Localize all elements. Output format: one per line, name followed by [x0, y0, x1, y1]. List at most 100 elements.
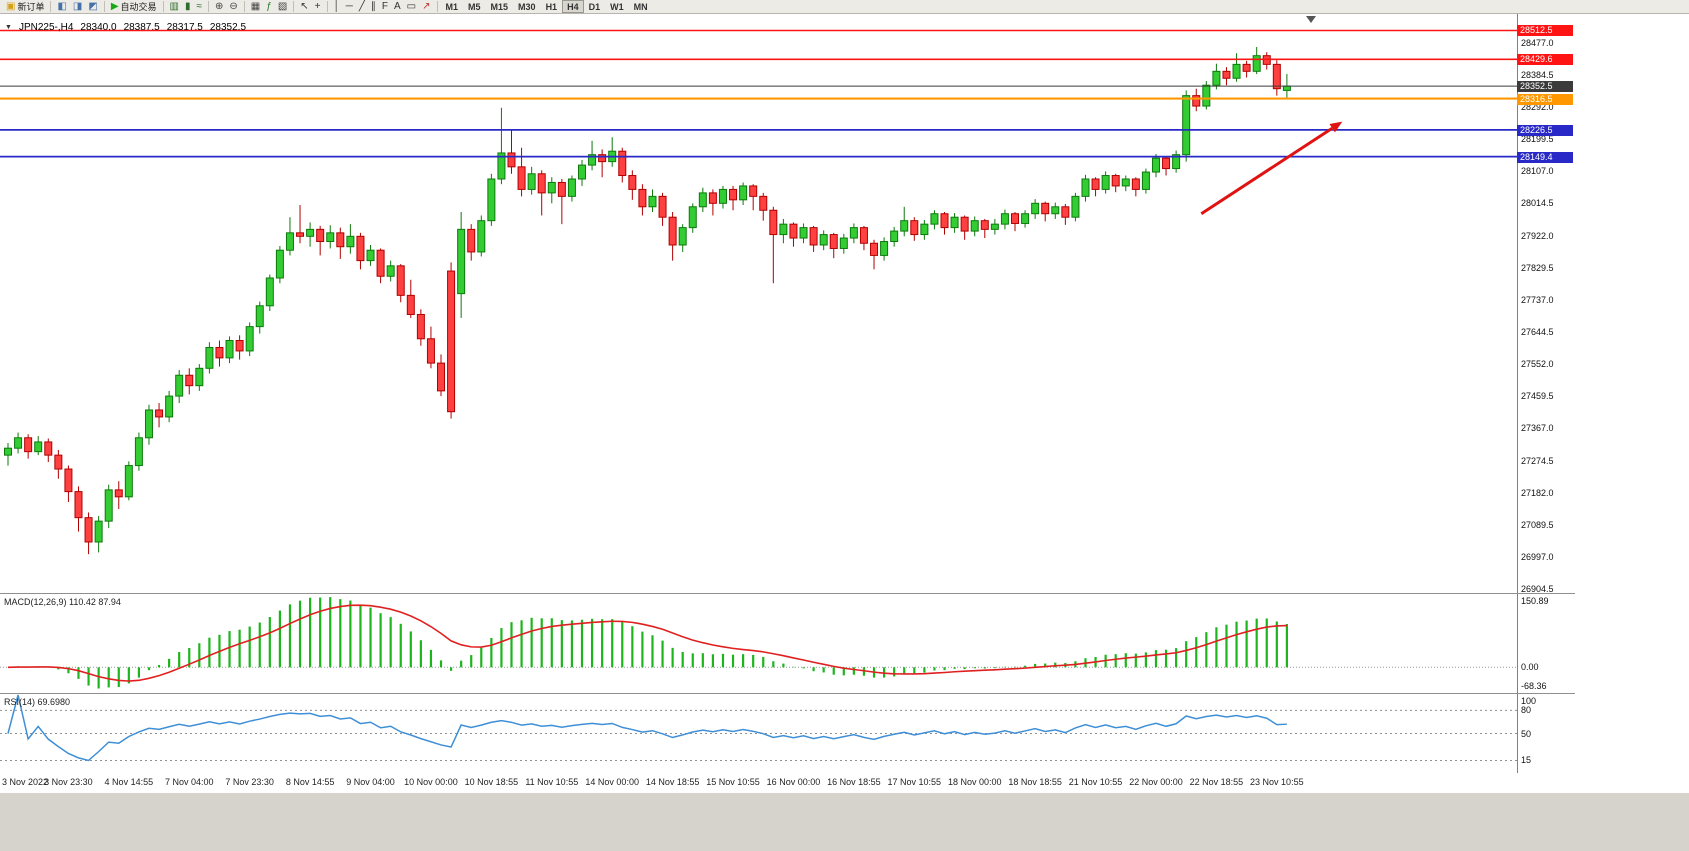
fibonacci-icon: F	[381, 0, 388, 12]
crosshair-button[interactable]: +	[312, 0, 324, 13]
templates-button[interactable]: ▧	[275, 0, 290, 13]
candle	[487, 178, 496, 222]
time-axis-label: 14 Nov 18:55	[645, 777, 700, 787]
price-tick-label: 28477.0	[1521, 38, 1554, 48]
price-tick-label: 27922.0	[1521, 231, 1554, 241]
rsi-indicator-label: RSI(14) 69.6980	[4, 697, 71, 707]
candle	[880, 241, 889, 256]
candle	[356, 235, 365, 262]
candle	[144, 409, 153, 439]
time-axis-label: 15 Nov 10:55	[706, 777, 760, 787]
price-line-badge: 28149.4	[1517, 152, 1573, 163]
rsi-scale-label: 50	[1521, 729, 1532, 739]
candle	[467, 228, 476, 253]
candle	[1081, 178, 1090, 197]
rsi-scale-label: 100	[1521, 696, 1537, 706]
timeframe-button-m1[interactable]: M1	[441, 0, 464, 13]
timeframe-button-m30[interactable]: M30	[513, 0, 541, 13]
cursor-button[interactable]: ↖	[297, 0, 311, 13]
trend-arrow-object[interactable]	[1200, 126, 1334, 215]
text-icon: A	[393, 0, 401, 12]
label-button[interactable]: ▭	[404, 0, 419, 13]
trendline-button[interactable]: ╱	[356, 0, 368, 13]
candle	[134, 437, 143, 467]
indicators-button[interactable]: ƒ	[263, 0, 275, 13]
fibonacci-button[interactable]: F	[379, 0, 391, 13]
price-tick-label: 26904.5	[1521, 584, 1554, 594]
market-watch-button[interactable]: ◧	[54, 0, 69, 13]
candle	[326, 232, 335, 243]
horizontal-line-button[interactable]: ─	[343, 0, 356, 13]
price-tick-label: 27367.0	[1521, 423, 1554, 433]
channel-button[interactable]: ∥	[368, 0, 379, 13]
new-order-button[interactable]: ▣ 新订单	[3, 0, 47, 13]
macd-scale-zero: 0.00	[1521, 662, 1539, 672]
time-axis-label: 11 Nov 10:55	[525, 777, 579, 787]
line-chart-button[interactable]: ≈	[194, 0, 206, 13]
candle	[225, 340, 234, 359]
toolbar: ▣ 新订单 ◧ ◨ ◩ ▶ 自动交易 ▥ ▮ ≈ ⊕ ⊖ ▦ ƒ ▧ ↖ + │ ─ ╱ ∥ F A ▭ ↗ M1 M5 M15 M30…	[0, 0, 1689, 14]
candlestick-chart-button[interactable]: ▮	[182, 0, 194, 13]
templates-icon: ▧	[277, 0, 288, 12]
tile-windows-button[interactable]: ▦	[248, 0, 263, 13]
timeframe-button-m5[interactable]: M5	[463, 0, 486, 13]
candle	[648, 195, 657, 208]
candle	[406, 294, 415, 315]
chart-canvas[interactable]	[0, 14, 1689, 851]
chart-shift-marker-icon[interactable]	[1306, 16, 1316, 23]
time-axis[interactable]: 3 Nov 2022 3 Nov 23:30 4 Nov 14:55 7 Nov 04…	[0, 773, 1575, 793]
bar-chart-button[interactable]: ▥	[167, 0, 182, 13]
chart-ohlc-header: ▼ JPN225-,H4 28340.0 28387.5 28317.5 283…	[5, 22, 246, 33]
candle	[618, 150, 627, 177]
candle	[980, 220, 989, 230]
navigator-button[interactable]: ◨	[70, 0, 85, 13]
symbol-period-label: JPN225-,H4	[18, 22, 74, 33]
terminal-button[interactable]: ◩	[85, 0, 100, 13]
zoom-in-icon: ⊕	[215, 0, 224, 12]
candle	[537, 173, 546, 194]
candle	[769, 209, 778, 236]
vertical-line-button[interactable]: │	[331, 0, 343, 13]
timeframe-button-m15[interactable]: M15	[486, 0, 514, 13]
candle	[1121, 178, 1130, 187]
timeframe-button-w1[interactable]: W1	[605, 0, 629, 13]
candle	[195, 367, 204, 387]
one-click-trading-toggle[interactable]: ▼	[5, 24, 12, 31]
text-button[interactable]: A	[391, 0, 404, 13]
price-tick-label: 28107.0	[1521, 166, 1554, 176]
candle	[859, 227, 868, 244]
chart-window[interactable]: ▼ JPN225-,H4 28340.0 28387.5 28317.5 283…	[0, 14, 1689, 851]
candle	[437, 362, 446, 392]
time-axis-label: 16 Nov 00:00	[766, 777, 821, 787]
candle	[165, 395, 174, 418]
time-axis-label: 21 Nov 10:55	[1068, 777, 1123, 787]
zoom-in-button[interactable]: ⊕	[212, 0, 226, 13]
timeframe-button-h4[interactable]: H4	[562, 0, 584, 13]
price-tick-label: 27552.0	[1521, 359, 1554, 369]
candle	[1000, 213, 1009, 225]
timeframe-button-h1[interactable]: H1	[541, 0, 563, 13]
candle	[799, 227, 808, 239]
price-axis[interactable]: 28477.0 28384.5 28292.0 28199.5 28107.0 28014…	[1517, 14, 1575, 773]
candle	[1162, 157, 1171, 170]
arrows-button[interactable]: ↗	[419, 0, 433, 13]
time-axis-label: 7 Nov 04:00	[164, 777, 214, 787]
time-axis-label: 18 Nov 18:55	[1008, 777, 1062, 787]
new-order-icon: ▣	[6, 0, 16, 12]
zoom-out-button[interactable]: ⊖	[226, 0, 240, 13]
close-value: 28352.5	[209, 22, 247, 33]
macd-signal-line	[7, 604, 1287, 682]
candle	[900, 220, 909, 232]
timeframe-button-mn[interactable]: MN	[629, 0, 653, 13]
candle	[668, 216, 677, 246]
price-tick-label: 27737.0	[1521, 295, 1554, 305]
tile-windows-icon: ▦	[250, 0, 261, 12]
pane-splitter[interactable]	[0, 690, 1575, 696]
price-tick-label: 27089.5	[1521, 520, 1554, 530]
crosshair-icon: +	[314, 0, 321, 12]
arrows-icon: ↗	[422, 0, 431, 12]
autotrading-button[interactable]: ▶ 自动交易	[108, 0, 160, 13]
pane-splitter[interactable]	[0, 590, 1575, 596]
candle	[205, 346, 214, 369]
timeframe-button-d1[interactable]: D1	[584, 0, 606, 13]
